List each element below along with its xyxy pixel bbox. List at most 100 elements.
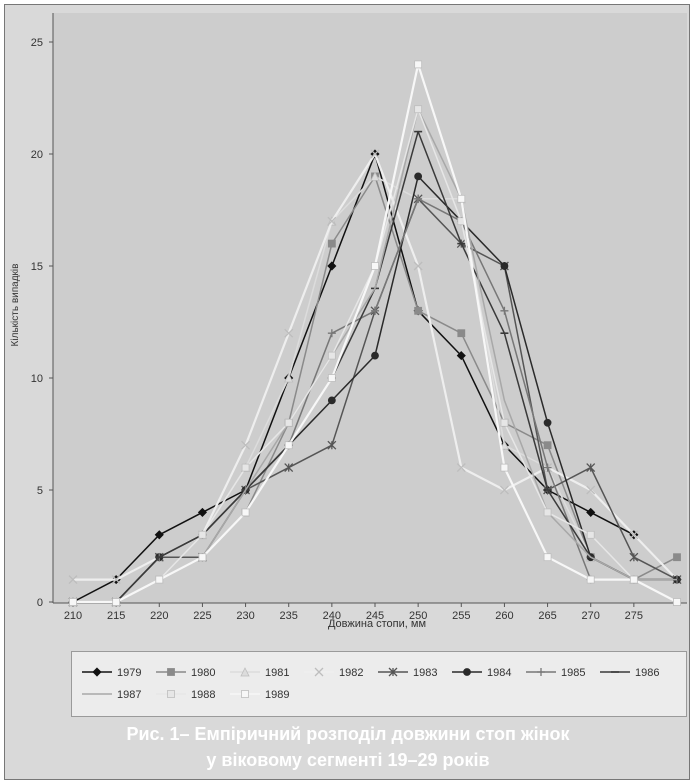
- legend-label: 1981: [265, 667, 289, 679]
- data-point: [327, 440, 337, 450]
- legend-marker: [240, 667, 250, 677]
- plot-area: [53, 13, 687, 603]
- legend-item: 1979: [82, 667, 141, 679]
- data-point: [284, 328, 294, 338]
- x-tick-label: 210: [64, 610, 82, 622]
- legend-label: 1980: [191, 667, 215, 679]
- data-point: [457, 194, 466, 203]
- y-tick-label: 5: [37, 485, 43, 497]
- data-point: [198, 530, 207, 539]
- x-axis-label: Довжина стопи, мм: [328, 618, 426, 630]
- data-point: [414, 60, 423, 69]
- data-point: [500, 306, 509, 315]
- data-point: [327, 351, 336, 360]
- data-point: [456, 351, 466, 361]
- data-point: [543, 463, 552, 472]
- legend-marker: [167, 690, 175, 698]
- y-tick-label: 15: [31, 261, 43, 273]
- legend-item: 1987: [82, 689, 141, 701]
- legend-item: 1986: [600, 667, 659, 679]
- data-point: [543, 418, 552, 427]
- legend-item: 1983: [378, 667, 437, 679]
- data-point: [586, 463, 596, 473]
- x-tick-label: 245: [366, 610, 384, 622]
- data-point: [543, 508, 552, 517]
- y-tick-label: 0: [37, 597, 43, 609]
- x-tick-label: 255: [452, 610, 470, 622]
- x-tick-label: 260: [495, 610, 513, 622]
- data-point: [327, 374, 336, 382]
- data-point: [499, 440, 510, 450]
- data-point: [327, 396, 336, 405]
- legend-item: 1988: [156, 689, 215, 701]
- data-point: [112, 598, 121, 606]
- chart: 0 5 10 15 20 25 210 215 220 225 230 235 240 245 250 255…: [10, 13, 687, 630]
- data-point: [241, 440, 251, 450]
- y-tick-label: 20: [31, 149, 43, 161]
- caption-line-2: у віковому сегменті 19–29 років: [206, 750, 490, 770]
- data-point: [414, 172, 423, 181]
- data-point: [586, 530, 595, 539]
- data-point: [197, 507, 207, 517]
- data-point: [371, 262, 379, 270]
- data-point: [500, 262, 509, 270]
- data-point: [241, 463, 250, 472]
- legend-label: 1983: [413, 667, 437, 679]
- series-group: [68, 60, 682, 607]
- data-point: [673, 598, 681, 606]
- legend-item: 1980: [156, 667, 215, 679]
- data-point: [414, 306, 423, 315]
- legend-item: 1985: [526, 667, 585, 679]
- legend-marker: [241, 690, 249, 698]
- legend-label: 1985: [561, 667, 585, 679]
- x-tick-label: 250: [409, 610, 427, 622]
- legend-item: 1984: [452, 667, 511, 679]
- legend-marker: [92, 667, 102, 677]
- data-point: [327, 239, 336, 248]
- data-point: [111, 575, 121, 585]
- data-point: [586, 485, 596, 495]
- data-point: [500, 463, 509, 472]
- x-tick-label: 230: [236, 610, 254, 622]
- figure-caption: Рис. 1– Емпіричний розподіл довжини стоп…: [5, 721, 691, 773]
- legend-label: 1984: [487, 667, 511, 679]
- data-point: [284, 373, 294, 383]
- legend-marker: [314, 667, 324, 677]
- data-point: [543, 553, 552, 562]
- data-point: [414, 194, 423, 203]
- caption-line-1: Рис. 1– Емпіричний розподіл довжини стоп…: [126, 724, 570, 744]
- data-point: [154, 530, 164, 540]
- data-point: [370, 149, 380, 159]
- y-tick-label: 25: [31, 37, 43, 49]
- data-point: [371, 306, 379, 315]
- data-point: [327, 216, 337, 226]
- legend-label: 1987: [117, 689, 141, 701]
- legend-label: 1979: [117, 667, 141, 679]
- legend-item: 1981: [230, 667, 289, 679]
- data-point: [629, 575, 638, 584]
- data-point: [68, 575, 78, 585]
- data-point: [327, 261, 337, 271]
- data-point: [370, 171, 380, 181]
- data-point: [284, 441, 293, 450]
- data-point: [198, 553, 207, 562]
- x-tick-label: 215: [107, 610, 125, 622]
- x-tick-label: 240: [323, 610, 341, 622]
- data-point: [456, 463, 466, 473]
- x-tick-label: 270: [582, 610, 600, 622]
- series-1989: [69, 60, 681, 606]
- legend-label: 1982: [339, 667, 363, 679]
- legend-item: 1982: [304, 667, 363, 679]
- legend-label: 1986: [635, 667, 659, 679]
- x-tick-label: 265: [538, 610, 556, 622]
- legend-label: 1989: [265, 689, 289, 701]
- legend-marker: [537, 668, 545, 676]
- x-tick-label: 225: [193, 610, 211, 622]
- data-point: [241, 508, 250, 517]
- y-tick-label: 10: [31, 373, 43, 385]
- figure: 0 5 10 15 20 25 210 215 220 225 230 235 240 245 250 255…: [4, 4, 690, 780]
- data-point: [499, 485, 509, 495]
- x-tick-label: 235: [280, 610, 298, 622]
- data-point: [543, 441, 552, 450]
- data-point: [371, 351, 379, 360]
